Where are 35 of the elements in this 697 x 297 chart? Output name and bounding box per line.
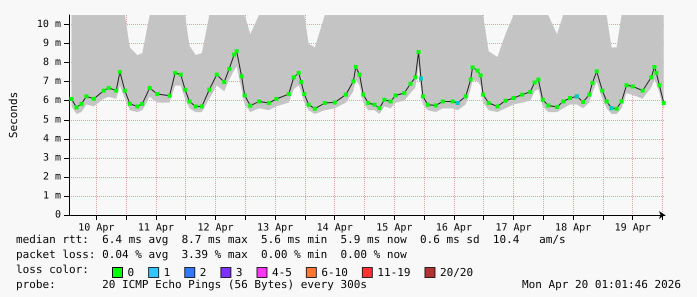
x-tick-label: 10 Apr	[78, 222, 114, 234]
legend-label: 0	[128, 266, 134, 279]
y-tick-label: 10 m	[36, 19, 61, 30]
x-tick-label: 18 Apr	[555, 222, 592, 234]
text: probe: 20 ICMP Echo Pings (56 Bytes) every 300s	[16, 278, 367, 291]
x-tick-label: 16 Apr	[436, 222, 472, 234]
x-tick-label: 11 Apr	[138, 222, 174, 234]
y-tick-label: 4 m	[42, 133, 61, 144]
legend-label: 4-5	[272, 266, 292, 279]
legend-title: loss color:	[16, 263, 89, 276]
legend-label: 6-10	[321, 266, 348, 279]
y-tick-label: 6 m	[42, 95, 61, 106]
x-tick-label: 15 Apr	[376, 222, 412, 234]
x-tick-label: 13 Apr	[257, 222, 294, 234]
legend-label: 3	[236, 266, 242, 279]
legend-label: 2	[200, 266, 206, 279]
y-tick-label: 7 m	[42, 76, 61, 88]
y-tick-label: 5 m	[42, 114, 61, 126]
x-tick-label: 14 Apr	[316, 222, 353, 234]
y-tick-label: 8 m	[42, 57, 61, 68]
y-tick-label: 9 m	[42, 38, 61, 50]
y-tick-label: 0	[54, 210, 61, 220]
text: median rtt: 6.4 ms avg 8.7 ms max 5.6 ms min 5.9 ms now 0.6 ms sd 10.4 am/s	[16, 233, 566, 246]
legend-label: 1	[164, 266, 170, 279]
x-tick-label: 17 Apr	[495, 222, 532, 234]
text: packet loss: 0.04 % avg 3.39 % max 0.00 % min 0.00 % now	[16, 248, 408, 261]
y-axis-title: Seconds	[7, 92, 20, 138]
x-tick-label: 12 Apr	[197, 222, 234, 234]
legend-label: 20/20	[440, 266, 474, 279]
y-tick-label: 3 m	[42, 152, 61, 164]
x-tick-label: 19 Apr	[614, 222, 651, 234]
text: Mon Apr 20 01:01:46 2026	[522, 278, 682, 291]
y-tick-label: 1 m	[42, 190, 61, 202]
y-tick-label: 2 m	[42, 171, 61, 182]
legend-label: 11-19	[377, 266, 410, 279]
